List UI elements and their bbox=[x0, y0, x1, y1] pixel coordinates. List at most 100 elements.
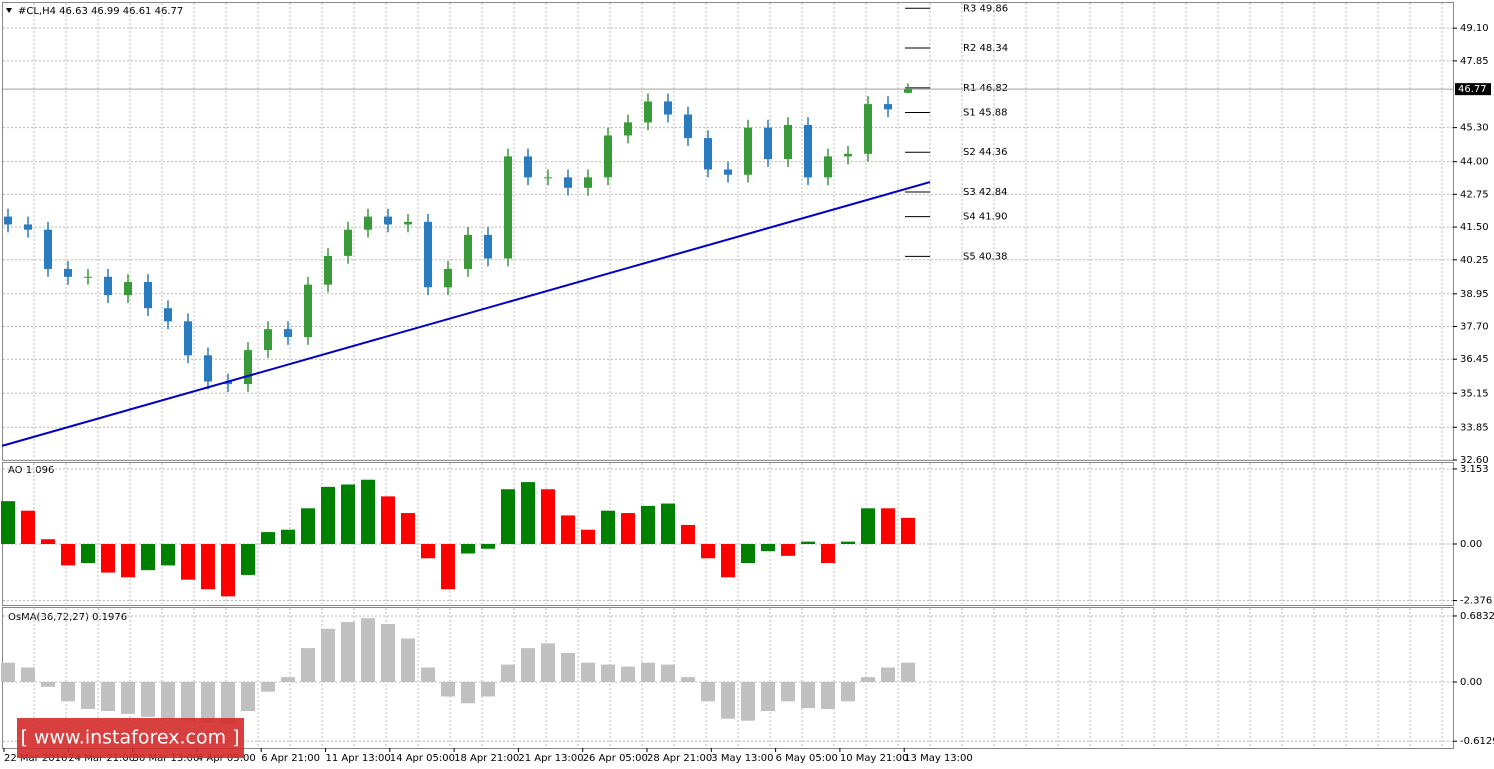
x-tick-label: 14 Apr 05:00 bbox=[390, 753, 455, 764]
candle-body bbox=[104, 276, 112, 296]
candle-body bbox=[764, 127, 772, 160]
pivot-label: S1 45.88 bbox=[963, 107, 1008, 118]
candle-body bbox=[484, 234, 492, 259]
histogram-bar bbox=[221, 543, 235, 597]
x-tick-label: 3 May 13:00 bbox=[711, 753, 773, 764]
candle-body bbox=[324, 255, 332, 285]
histogram-bar bbox=[441, 681, 455, 697]
x-tick-label: 21 Apr 13:00 bbox=[518, 753, 583, 764]
candle-body bbox=[364, 216, 372, 230]
y-tick-label: 38.95 bbox=[1460, 289, 1489, 300]
histogram-bar bbox=[801, 681, 815, 709]
candle-body bbox=[624, 122, 632, 136]
histogram-bar bbox=[561, 653, 575, 682]
ao-title: AO 1.096 bbox=[8, 465, 54, 476]
y-tick-label: 41.50 bbox=[1460, 222, 1489, 233]
histogram-bar bbox=[161, 543, 175, 566]
histogram-bar bbox=[201, 543, 215, 590]
watermark: [ www.instaforex.com ] bbox=[17, 718, 244, 758]
x-tick-label: 22 Mar 2016 bbox=[4, 753, 67, 764]
x-tick-label: 24 Mar 21:00 bbox=[68, 753, 135, 764]
x-tick-label: 26 Apr 05:00 bbox=[583, 753, 648, 764]
y-tick-label: -0.6129 bbox=[1460, 736, 1494, 747]
histogram-bar bbox=[261, 532, 275, 544]
histogram-bar bbox=[501, 489, 515, 544]
histogram-bar bbox=[661, 664, 675, 682]
histogram-bar bbox=[761, 543, 775, 552]
histogram-bar bbox=[401, 638, 415, 682]
histogram-bar bbox=[1, 501, 15, 544]
histogram-bar bbox=[401, 513, 415, 544]
histogram-bar bbox=[341, 622, 355, 682]
histogram-bar bbox=[741, 543, 755, 564]
candle-body bbox=[844, 153, 852, 157]
histogram-bar bbox=[201, 681, 215, 723]
candle-body bbox=[464, 234, 472, 269]
histogram-bar bbox=[161, 681, 175, 719]
histogram-bar bbox=[701, 543, 715, 559]
histogram-bar bbox=[61, 543, 75, 566]
candle-body bbox=[524, 156, 532, 178]
pivot-label: R2 48.34 bbox=[963, 43, 1008, 54]
trendline bbox=[1, 181, 931, 447]
histogram-bar bbox=[281, 529, 295, 544]
histogram-bar bbox=[681, 677, 695, 682]
candle-body bbox=[744, 127, 752, 175]
candle-body bbox=[684, 114, 692, 139]
candle-body bbox=[344, 229, 352, 256]
price-tag-label: 46.77 bbox=[1458, 84, 1487, 95]
y-tick-label: 33.85 bbox=[1460, 422, 1489, 433]
histogram-bar bbox=[881, 667, 895, 682]
histogram-bar bbox=[901, 517, 915, 544]
candle-body bbox=[264, 329, 272, 351]
histogram-bar bbox=[521, 482, 535, 544]
pivot-label: R1 46.82 bbox=[963, 83, 1008, 94]
candle-body bbox=[724, 169, 732, 175]
histogram-bar bbox=[821, 543, 835, 564]
histogram-bar bbox=[461, 543, 475, 554]
y-tick-label: -2.376 bbox=[1460, 596, 1492, 607]
histogram-bar bbox=[661, 503, 675, 544]
candle-body bbox=[144, 282, 152, 309]
histogram-bar bbox=[341, 484, 355, 544]
y-tick-label: 44.00 bbox=[1460, 157, 1489, 168]
histogram-bar bbox=[241, 543, 255, 575]
histogram-bar bbox=[21, 667, 35, 682]
y-tick-label: 42.75 bbox=[1460, 189, 1489, 200]
candle-body bbox=[864, 104, 872, 154]
x-tick-label: 6 Apr 21:00 bbox=[261, 753, 320, 764]
candle-body bbox=[824, 156, 832, 178]
histogram-bar bbox=[781, 543, 795, 556]
x-tick-label: 11 Apr 13:00 bbox=[326, 753, 391, 764]
candle-body bbox=[284, 329, 292, 337]
histogram-bar bbox=[541, 489, 555, 544]
histogram-bar bbox=[301, 508, 315, 544]
pivot-label: R3 49.86 bbox=[963, 3, 1008, 14]
histogram-bar bbox=[181, 543, 195, 580]
chart-title: #CL,H4 46.63 46.99 46.61 46.77 bbox=[18, 6, 183, 17]
watermark-text: [ www.instaforex.com ] bbox=[20, 727, 239, 749]
candle-body bbox=[644, 101, 652, 123]
histogram-bar bbox=[681, 524, 695, 544]
y-tick-label: 0.00 bbox=[1460, 539, 1482, 550]
x-tick-label: 13 May 13:00 bbox=[904, 753, 973, 764]
x-tick-label: 6 May 05:00 bbox=[776, 753, 838, 764]
histogram-bar bbox=[641, 505, 655, 544]
histogram-bar bbox=[601, 664, 615, 682]
histogram-bar bbox=[461, 681, 475, 704]
histogram-bar bbox=[761, 681, 775, 711]
candle-body bbox=[224, 381, 232, 385]
histogram-bar bbox=[861, 677, 875, 682]
histogram-bar bbox=[841, 681, 855, 702]
candle-body bbox=[584, 177, 592, 188]
pivot-label: S5 40.38 bbox=[963, 251, 1008, 262]
candle-body bbox=[244, 350, 252, 385]
candle-body bbox=[884, 104, 892, 110]
histogram-bar bbox=[81, 681, 95, 710]
histogram-bar bbox=[221, 681, 235, 725]
candle-body bbox=[4, 216, 12, 225]
histogram-bar bbox=[441, 543, 455, 590]
histogram-bar bbox=[361, 479, 375, 544]
